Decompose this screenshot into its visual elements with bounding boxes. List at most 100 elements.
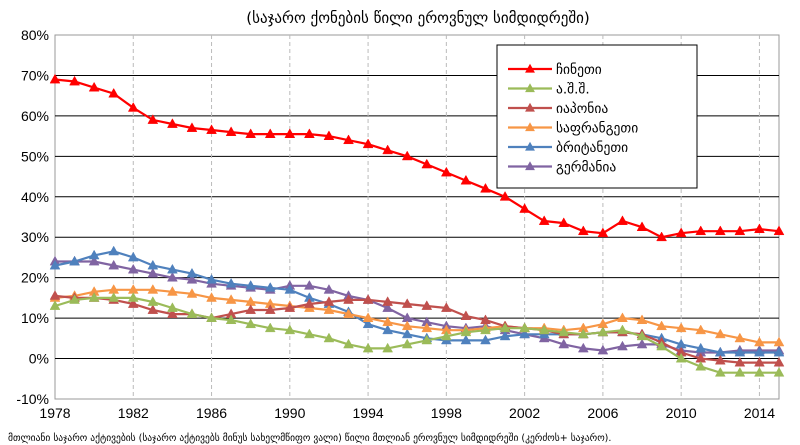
data-point [264,282,276,292]
data-point [167,118,178,128]
data-point [264,322,276,333]
data-point [675,227,687,238]
data-point [421,334,433,345]
legend-label: ჩინეთი [556,62,602,78]
data-point [69,294,80,304]
data-point [597,227,609,238]
series-layer [49,73,785,377]
series-line [54,288,779,344]
series-1 [49,292,785,377]
series-line [54,294,779,364]
data-point [108,259,120,270]
data-point [206,292,217,302]
data-point [245,128,257,138]
data-point [362,294,374,304]
data-point [773,346,785,357]
data-point [636,338,648,349]
data-point [499,330,511,341]
data-point [617,312,628,323]
data-point [714,225,726,236]
data-point [49,259,61,270]
data-point [225,278,237,288]
legend-label: ა.შ.შ. [556,82,590,98]
data-point [597,326,609,337]
data-point [127,298,139,308]
data-point [323,332,335,343]
data-point [167,286,178,296]
data-point [714,354,726,365]
data-point [69,255,80,266]
data-point [734,332,746,343]
series-4 [49,245,785,357]
x-axis: 1978 1982 1986 1990 1994 1998 2002 2006 2010 2014 [39,405,775,421]
data-point [284,302,296,312]
data-point [460,326,472,337]
data-point [656,340,667,351]
data-point [597,344,609,355]
data-point [323,296,335,306]
data-point [147,114,159,124]
data-point [323,130,335,141]
data-point [695,342,707,353]
data-point [734,225,746,236]
data-point [127,102,139,112]
data-point [382,342,394,353]
data-point [734,366,746,377]
data-point [147,296,159,306]
x-tick-label: 2010 [666,405,697,421]
data-point [440,166,452,177]
data-point [127,263,139,274]
data-point [147,304,159,314]
legend-label: იაპონია [556,101,608,117]
data-point [480,334,491,345]
data-point [225,126,237,136]
y-tick-label: 80% [21,27,49,43]
data-point [773,225,785,236]
data-point [225,294,237,304]
data-point [362,312,374,323]
data-point [382,302,394,312]
series-0 [49,73,785,242]
legend-label: გერმანია [556,159,616,176]
data-point [264,304,276,314]
data-point [88,292,100,302]
data-point [362,342,374,353]
data-point [401,150,413,161]
footnote: მთლიანი საჯარო აქტივების (საჯარო აქტივებ… [8,433,611,444]
legend-marker [525,102,535,112]
data-point [714,328,726,339]
y-tick-label: 60% [21,108,49,124]
data-point [206,273,217,284]
data-point [245,280,257,290]
data-point [460,310,472,320]
data-point [304,328,315,339]
data-point [167,302,178,312]
x-tick-label: 1994 [353,405,384,421]
chart-subtitle: (საჯარო ქონების წილი ეროვნულ სიმდიდრეში) [246,9,589,27]
data-point [245,318,257,329]
legend-marker [525,63,535,73]
data-point [695,225,707,236]
data-point [108,245,120,256]
data-point [773,366,785,377]
data-point [225,314,237,325]
data-point [167,308,178,318]
title-area: (საჯარო ქონების წილი ეროვნულ სიმდიდრეში) [246,9,589,27]
data-point [519,322,530,333]
data-point [754,346,765,357]
x-tick-label: 1982 [118,405,149,421]
x-tick-label: 1998 [431,405,462,421]
data-point [186,267,198,278]
y-tick-label: 40% [21,189,49,205]
data-point [147,284,159,294]
data-point [304,280,315,290]
data-point [754,223,765,234]
data-point [401,338,413,349]
data-point [362,138,374,149]
data-point [343,338,354,349]
legend-label: საფრანგეთი [556,120,638,137]
data-point [304,298,315,308]
y-tick-label: -10% [16,391,49,407]
data-point [284,128,296,138]
data-point [773,356,785,367]
